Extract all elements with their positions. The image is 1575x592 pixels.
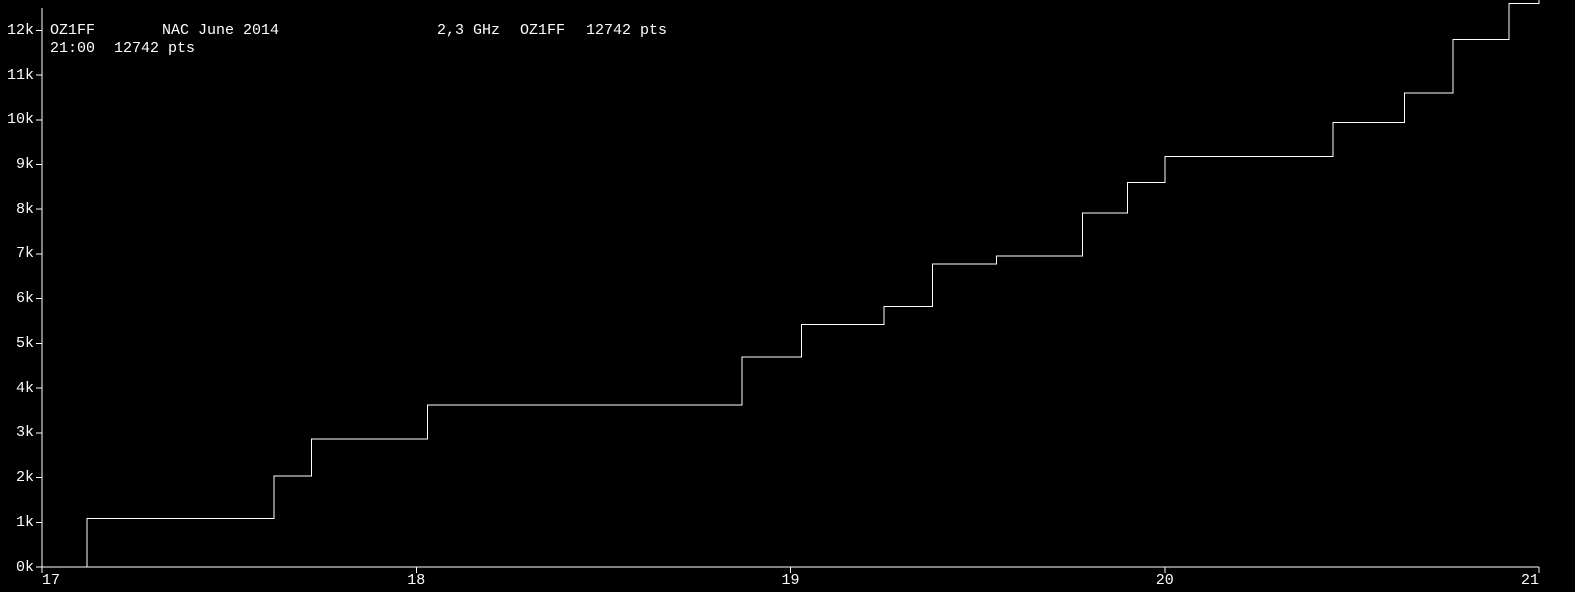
y-tick-label: 10k [7,111,34,128]
chart-svg [0,0,1575,592]
y-tick-label: 12k [7,22,34,39]
score-step-line [42,0,1539,567]
x-tick-label: 20 [1156,572,1174,589]
y-tick-label: 11k [7,67,34,84]
y-tick-label: 4k [16,380,34,397]
x-tick-label: 21 [1521,572,1539,589]
y-tick-label: 7k [16,245,34,262]
y-tick-label: 9k [16,156,34,173]
y-tick-label: 3k [16,424,34,441]
y-tick-label: 8k [16,201,34,218]
x-tick-label: 17 [42,572,60,589]
x-tick-label: 19 [782,572,800,589]
x-tick-label: 18 [407,572,425,589]
y-tick-label: 0k [16,559,34,576]
axis-lines [42,8,1539,567]
y-tick-label: 6k [16,290,34,307]
y-tick-label: 5k [16,335,34,352]
y-tick-label: 2k [16,469,34,486]
chart-root: OZ1FF NAC June 2014 2,3 GHz OZ1FF 12742 … [0,0,1575,592]
y-tick-label: 1k [16,514,34,531]
